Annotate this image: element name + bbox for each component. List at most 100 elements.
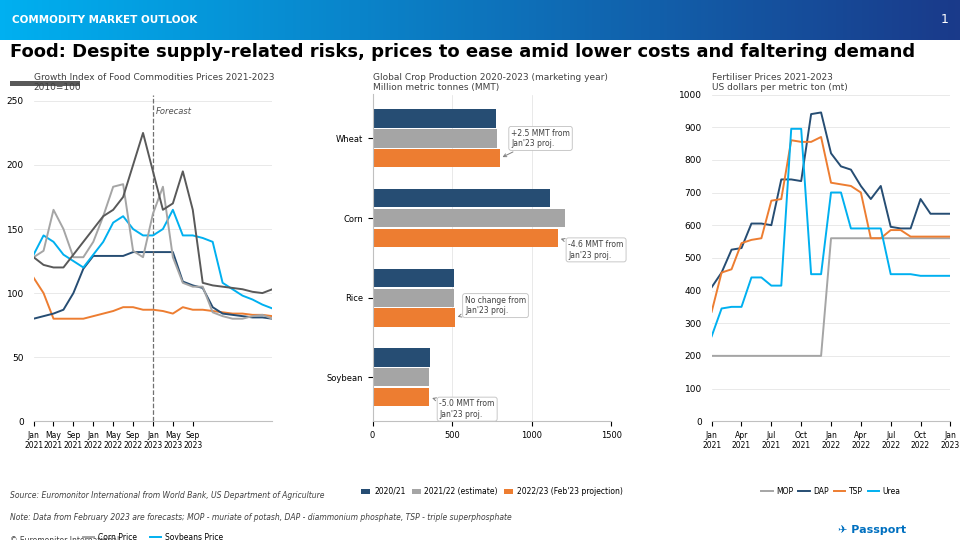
DAP <box>776 176 787 183</box>
Text: -4.6 MMT from
Jan'23 proj.: -4.6 MMT from Jan'23 proj. <box>562 239 624 260</box>
MOP <box>716 353 728 359</box>
Legend: Corn Price, Coffee Price, Rice Price, Soybeans Price, Wheat Price: Corn Price, Coffee Price, Rice Price, So… <box>80 530 227 540</box>
Urea <box>726 303 737 310</box>
Text: No change from
Jan'23 proj.: No change from Jan'23 proj. <box>459 296 526 317</box>
MOP <box>826 235 837 241</box>
DAP <box>865 196 876 202</box>
MOP <box>915 235 926 241</box>
Urea <box>716 305 728 312</box>
TSP <box>805 139 817 145</box>
DAP <box>726 246 737 253</box>
TSP <box>746 237 757 243</box>
Bar <box>372 129 496 147</box>
Bar <box>372 189 550 207</box>
DAP <box>785 176 797 183</box>
Text: +2.5 MMT from
Jan'23 proj.: +2.5 MMT from Jan'23 proj. <box>503 129 570 157</box>
DAP <box>855 183 867 189</box>
DAP <box>756 220 767 227</box>
Bar <box>372 149 500 167</box>
Bar <box>10 81 80 86</box>
TSP <box>905 233 917 240</box>
Urea <box>815 271 827 278</box>
DAP <box>924 211 936 217</box>
MOP <box>785 353 797 359</box>
DAP <box>885 224 897 230</box>
Urea <box>875 225 886 232</box>
Urea <box>845 225 856 232</box>
DAP <box>826 150 837 157</box>
TSP <box>716 269 728 276</box>
TSP <box>915 233 926 240</box>
MOP <box>895 235 906 241</box>
DAP <box>915 196 926 202</box>
Urea <box>796 126 807 132</box>
DAP <box>735 245 747 251</box>
DAP <box>875 183 886 189</box>
TSP <box>735 240 747 246</box>
MOP <box>756 353 767 359</box>
Text: -5.0 MMT from
Jan'23 proj.: -5.0 MMT from Jan'23 proj. <box>433 398 494 419</box>
Line: DAP: DAP <box>711 112 950 287</box>
DAP <box>935 211 947 217</box>
Bar <box>372 109 496 127</box>
MOP <box>726 353 737 359</box>
TSP <box>885 227 897 233</box>
Bar <box>372 308 455 327</box>
DAP <box>895 225 906 232</box>
DAP <box>716 269 728 276</box>
MOP <box>935 235 947 241</box>
Text: Forecast: Forecast <box>156 107 191 116</box>
DAP <box>905 225 917 232</box>
Bar <box>372 348 430 367</box>
TSP <box>845 183 856 189</box>
MOP <box>815 353 827 359</box>
Text: Food: Despite supply-related risks, prices to ease amid lower costs and falterin: Food: Despite supply-related risks, pric… <box>10 43 915 61</box>
Line: MOP: MOP <box>711 238 950 356</box>
TSP <box>835 181 847 187</box>
Urea <box>746 274 757 281</box>
Line: TSP: TSP <box>711 137 950 312</box>
Urea <box>865 225 876 232</box>
TSP <box>706 308 717 315</box>
Urea <box>945 273 956 279</box>
Urea <box>776 282 787 289</box>
DAP <box>815 109 827 116</box>
Bar <box>372 229 558 247</box>
Bar <box>372 388 429 407</box>
TSP <box>765 198 777 204</box>
Text: Fertiliser Prices 2021-2023
US dollars per metric ton (mt): Fertiliser Prices 2021-2023 US dollars p… <box>711 73 848 92</box>
TSP <box>855 189 867 195</box>
Text: Global Crop Production 2020-2023 (marketing year)
Million metric tonnes (MMT): Global Crop Production 2020-2023 (market… <box>372 73 608 92</box>
TSP <box>924 233 936 240</box>
Bar <box>372 268 454 287</box>
Urea <box>706 333 717 340</box>
Bar <box>372 288 454 307</box>
TSP <box>785 137 797 144</box>
TSP <box>756 235 767 241</box>
MOP <box>776 353 787 359</box>
MOP <box>765 353 777 359</box>
TSP <box>945 233 956 240</box>
DAP <box>805 111 817 117</box>
Urea <box>835 189 847 195</box>
Text: COMMODITY MARKET OUTLOOK: COMMODITY MARKET OUTLOOK <box>12 15 197 25</box>
Urea <box>905 271 917 278</box>
Urea <box>735 303 747 310</box>
TSP <box>895 227 906 233</box>
Bar <box>372 209 564 227</box>
Legend: 2020/21, 2021/22 (estimate), 2022/23 (Feb'23 projection): 2020/21, 2021/22 (estimate), 2022/23 (Fe… <box>358 484 626 499</box>
MOP <box>805 353 817 359</box>
DAP <box>746 220 757 227</box>
Urea <box>765 282 777 289</box>
Text: © Euromonitor International: © Euromonitor International <box>10 536 119 540</box>
Urea <box>756 274 767 281</box>
Text: Source: Euromonitor International from World Bank, US Department of Agriculture: Source: Euromonitor International from W… <box>10 491 324 501</box>
MOP <box>845 235 856 241</box>
Urea <box>855 225 867 232</box>
DAP <box>945 211 956 217</box>
MOP <box>885 235 897 241</box>
DAP <box>845 166 856 173</box>
DAP <box>796 178 807 184</box>
MOP <box>855 235 867 241</box>
MOP <box>945 235 956 241</box>
